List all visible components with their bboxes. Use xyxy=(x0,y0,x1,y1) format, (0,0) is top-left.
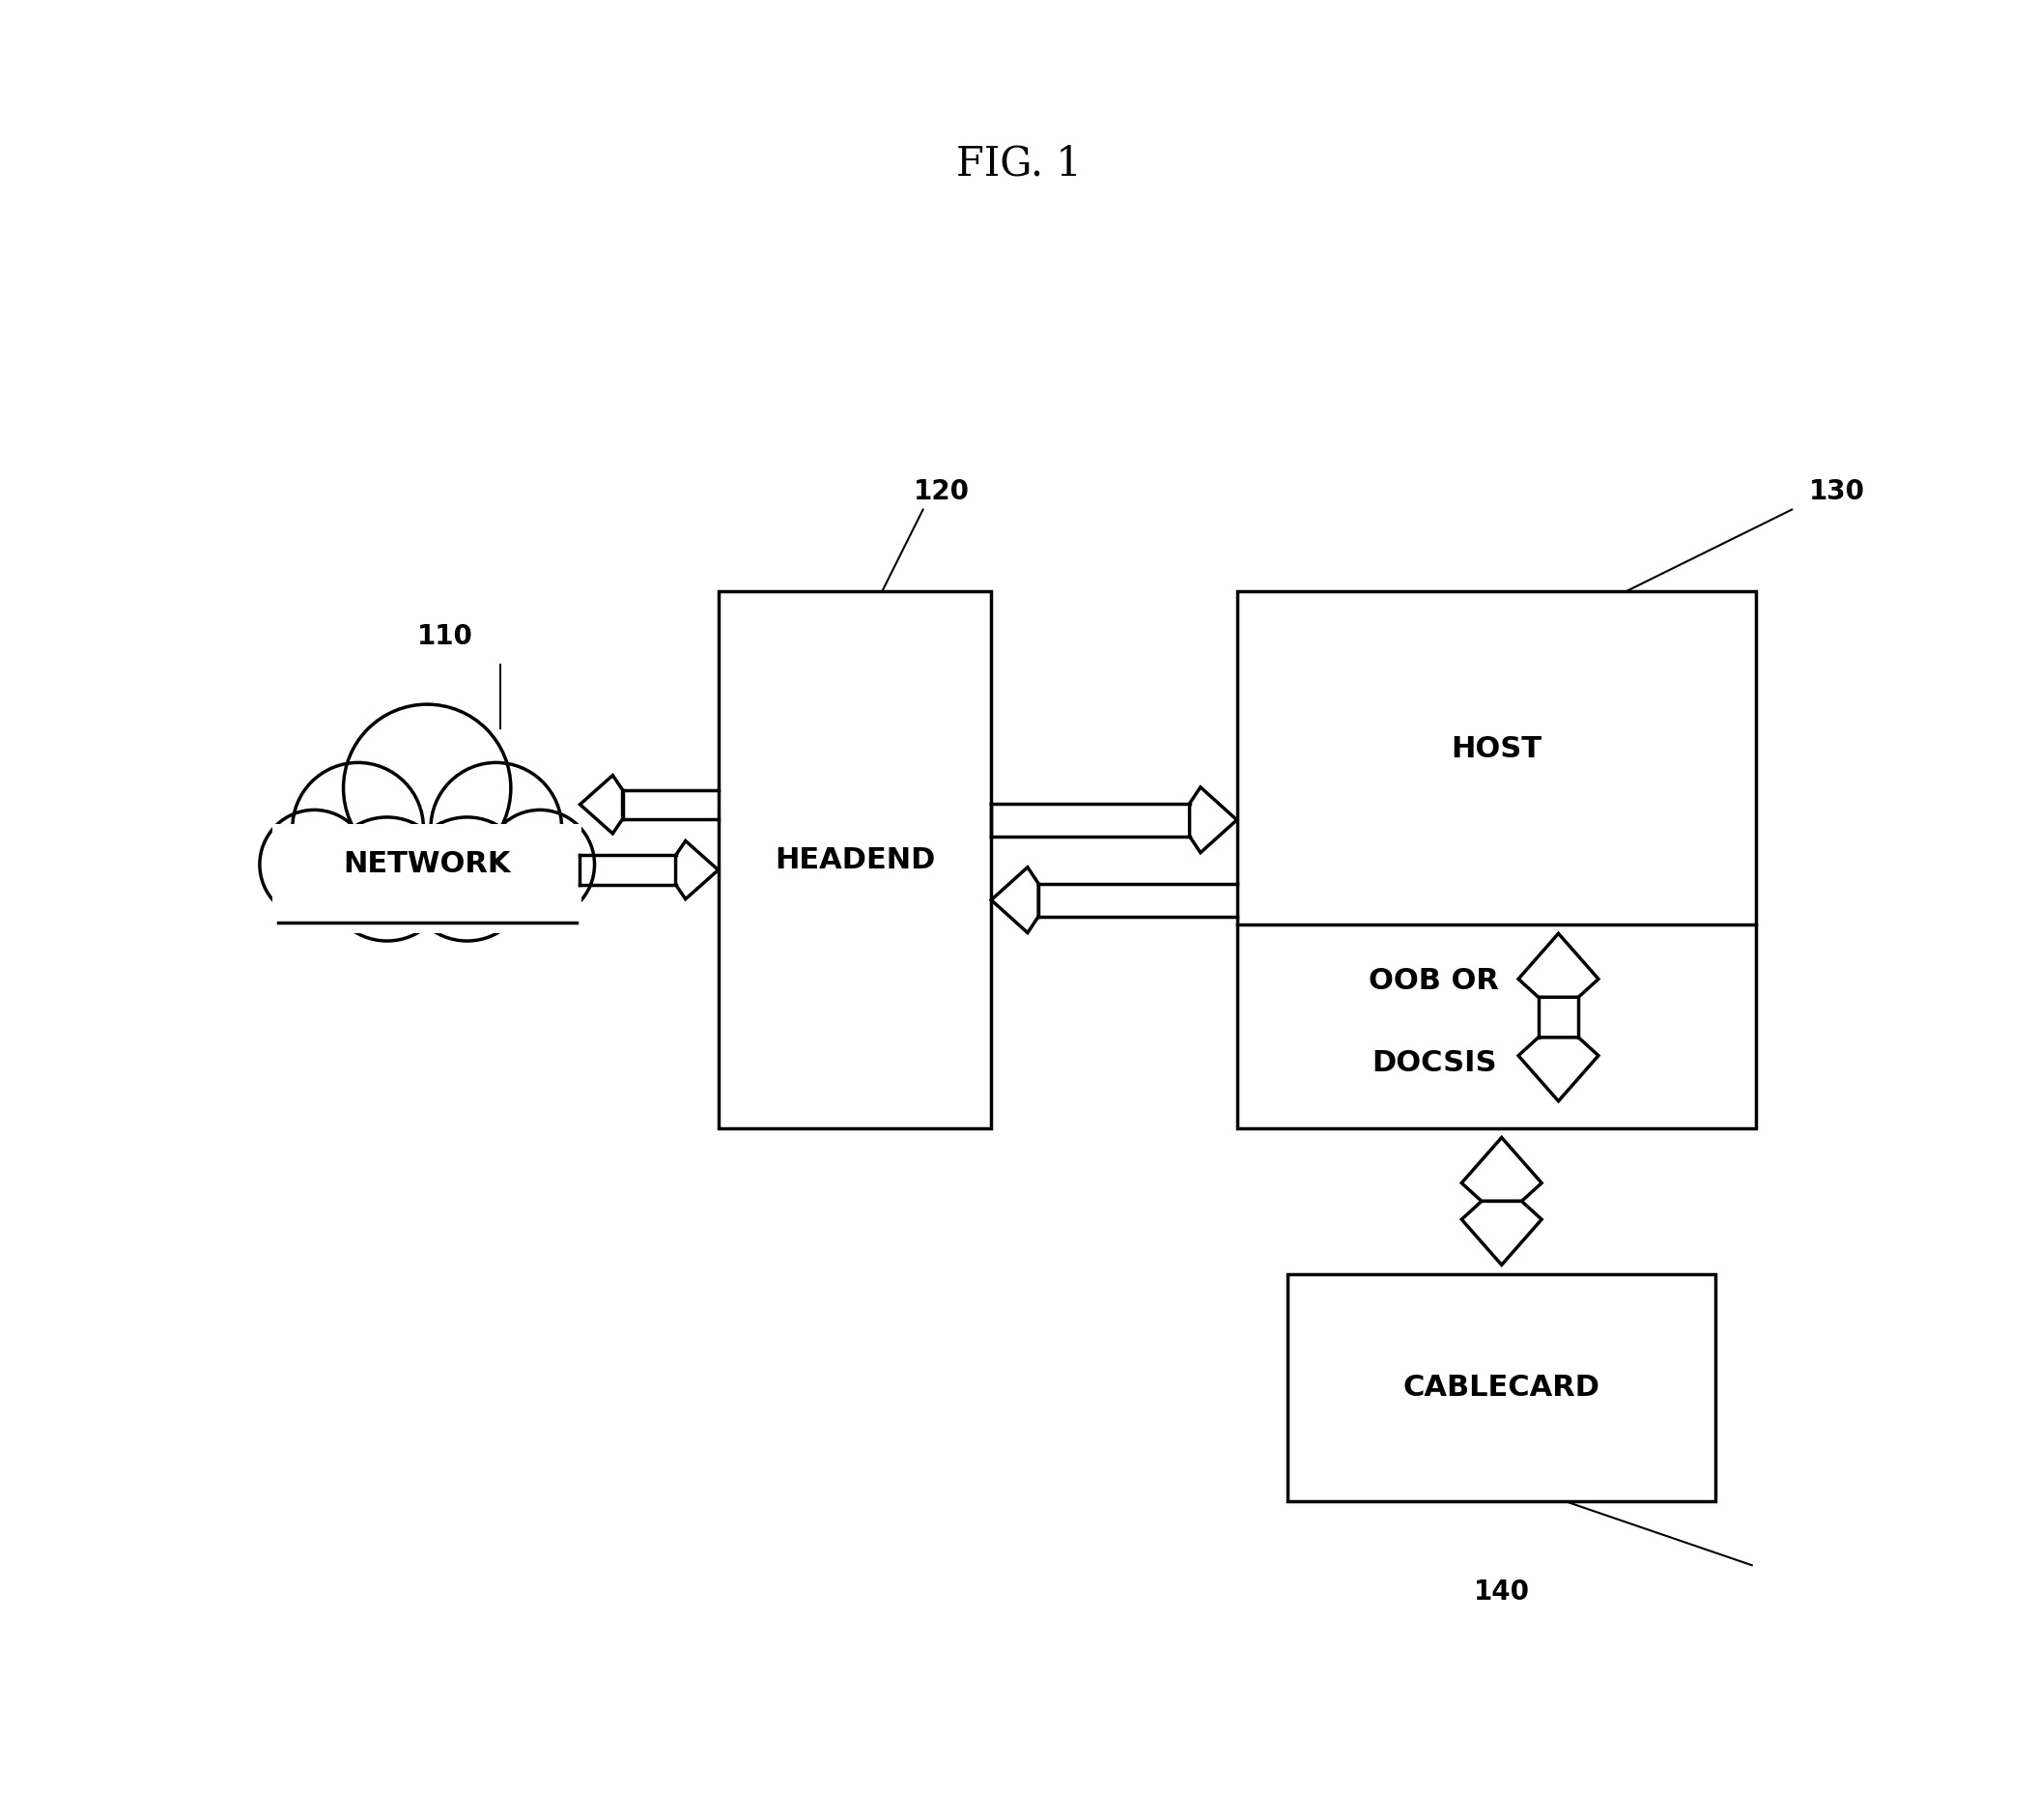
Circle shape xyxy=(259,810,369,919)
Circle shape xyxy=(326,817,448,941)
Bar xyxy=(1236,592,1756,1128)
Text: FIG. 1: FIG. 1 xyxy=(955,144,1082,184)
Text: CABLECARD: CABLECARD xyxy=(1403,1374,1601,1401)
Polygon shape xyxy=(1518,1037,1599,1101)
Circle shape xyxy=(485,810,595,919)
Text: 110: 110 xyxy=(418,624,473,650)
Text: 140: 140 xyxy=(1473,1580,1530,1605)
Text: HOST: HOST xyxy=(1450,735,1542,763)
Polygon shape xyxy=(1190,786,1236,852)
Polygon shape xyxy=(992,868,1039,934)
Text: 130: 130 xyxy=(1809,479,1866,504)
Circle shape xyxy=(293,763,424,894)
Text: DOCSIS: DOCSIS xyxy=(1371,1048,1497,1077)
FancyBboxPatch shape xyxy=(273,824,583,934)
Bar xyxy=(1287,1274,1715,1502)
Circle shape xyxy=(405,817,530,941)
Bar xyxy=(719,592,992,1128)
Text: 120: 120 xyxy=(913,479,970,504)
Text: NETWORK: NETWORK xyxy=(344,850,511,879)
Polygon shape xyxy=(676,841,719,899)
Polygon shape xyxy=(1463,1201,1542,1265)
Circle shape xyxy=(344,704,511,872)
Circle shape xyxy=(430,763,562,894)
Text: OOB OR: OOB OR xyxy=(1369,966,1499,996)
Polygon shape xyxy=(1463,1138,1542,1201)
Polygon shape xyxy=(581,775,623,834)
Polygon shape xyxy=(1518,934,1599,997)
Text: HEADEND: HEADEND xyxy=(774,846,935,874)
